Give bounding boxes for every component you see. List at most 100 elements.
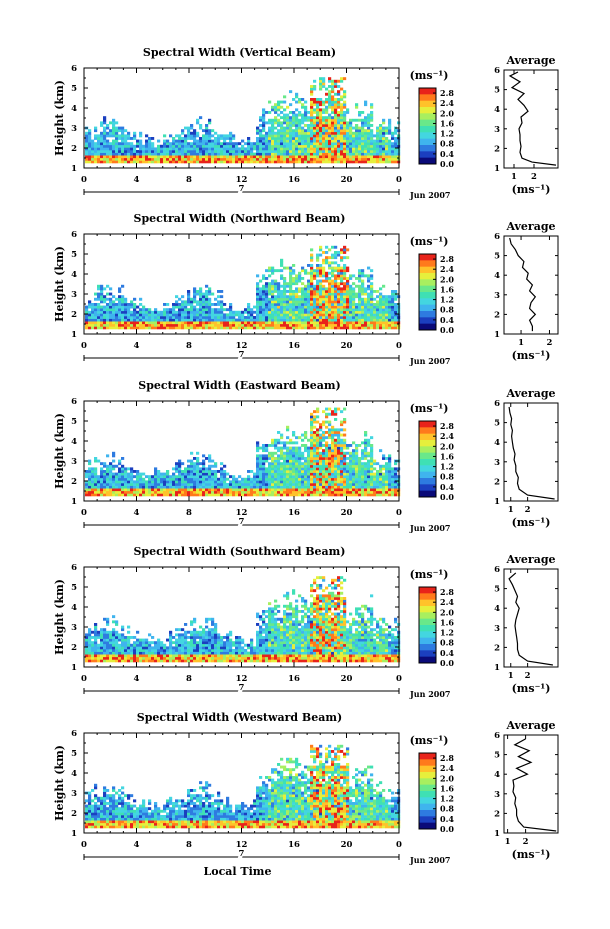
- heatmap-cell: [298, 470, 302, 473]
- heatmap-cell: [193, 457, 197, 460]
- heatmap-cell: [349, 129, 353, 133]
- heatmap-cell: [217, 480, 221, 484]
- heatmap-cell: [364, 457, 368, 460]
- heatmap-cell: [181, 303, 185, 306]
- heatmap-cell: [343, 139, 347, 143]
- heatmap-cell: [268, 457, 272, 460]
- heatmap-cell: [334, 449, 338, 453]
- heatmap-cell: [208, 488, 212, 492]
- heatmap-cell: [118, 490, 122, 494]
- heatmap-cell: [343, 111, 347, 114]
- heatmap-cell: [145, 310, 149, 314]
- average-y-tick-label: 5: [494, 252, 500, 262]
- heatmap-cell: [310, 134, 314, 138]
- heatmap-cell: [151, 147, 155, 151]
- heatmap-cell: [346, 108, 350, 112]
- colorbar-unit: (ms⁻¹): [410, 69, 449, 82]
- heatmap-cell: [325, 310, 329, 314]
- heatmap-cell: [331, 475, 335, 479]
- heatmap-cell: [289, 144, 293, 148]
- heatmap-cell: [262, 477, 266, 481]
- heatmap-cell: [217, 321, 221, 325]
- heatmap-cell: [370, 147, 374, 151]
- y-tick-label: 2: [71, 144, 77, 154]
- heatmap-cell: [355, 157, 359, 161]
- heatmap-cell: [130, 144, 134, 148]
- heatmap-cell: [340, 251, 344, 254]
- heatmap-cell: [241, 326, 245, 330]
- average-y-tick-label: 6: [494, 232, 500, 242]
- heatmap-cell: [307, 139, 311, 143]
- heatmap-cell: [292, 150, 296, 153]
- heatmap-cell: [127, 321, 131, 325]
- heatmap-cell: [319, 318, 323, 322]
- heatmap-cell: [322, 449, 326, 453]
- heatmap-cell: [166, 313, 170, 317]
- heatmap-cell: [340, 266, 344, 270]
- heatmap-cell: [322, 313, 326, 317]
- heatmap-cell: [226, 321, 230, 325]
- heatmap-cell: [367, 160, 371, 164]
- heatmap-cell: [316, 266, 320, 270]
- heatmap-cell: [334, 316, 338, 319]
- heatmap-cell: [370, 488, 374, 492]
- heatmap-cell: [202, 157, 206, 161]
- heatmap-cell: [298, 326, 302, 330]
- heatmap-cell: [277, 488, 281, 492]
- heatmap-cell: [121, 303, 125, 306]
- heatmap-cell: [157, 493, 161, 497]
- heatmap-cell: [367, 124, 371, 127]
- heatmap-cell: [211, 150, 215, 153]
- heatmap-cell: [205, 157, 209, 161]
- heatmap-cell: [229, 316, 233, 319]
- heatmap-cell: [100, 155, 104, 159]
- heatmap-cell: [319, 292, 323, 296]
- heatmap-cell: [340, 79, 344, 83]
- heatmap-cell: [232, 321, 236, 325]
- heatmap-cell: [367, 113, 371, 117]
- heatmap-cell: [97, 287, 101, 291]
- heatmap-cell: [343, 264, 347, 267]
- heatmap-cell: [142, 472, 146, 476]
- heatmap-cell: [343, 310, 347, 314]
- heatmap-cell: [346, 472, 350, 476]
- heatmap-cell: [157, 147, 161, 151]
- heatmap-cell: [94, 457, 98, 460]
- heatmap-cell: [325, 297, 329, 301]
- heatmap-cell: [280, 464, 284, 468]
- heatmap-cell: [307, 300, 311, 304]
- heatmap-cell: [208, 464, 212, 468]
- heatmap-cell: [298, 318, 302, 322]
- heatmap-cell: [352, 475, 356, 479]
- heatmap-cell: [199, 480, 203, 484]
- heatmap-cell: [364, 441, 368, 445]
- heatmap-cell: [190, 316, 194, 319]
- heatmap-cell: [367, 323, 371, 327]
- heatmap-cell: [325, 92, 329, 96]
- heatmap-cell: [310, 85, 314, 88]
- heatmap-cell: [292, 295, 296, 299]
- heatmap-cell: [301, 295, 305, 299]
- heatmap-cell: [223, 160, 227, 164]
- heatmap-cell: [136, 475, 140, 479]
- heatmap-cell: [346, 300, 350, 304]
- heatmap-cell: [103, 134, 107, 138]
- heatmap-cell: [265, 477, 269, 481]
- heatmap-cell: [184, 126, 188, 130]
- heatmap-cell: [124, 137, 128, 140]
- heatmap-cell: [241, 493, 245, 497]
- heatmap-cell: [97, 316, 101, 319]
- heatmap-cell: [214, 475, 218, 479]
- heatmap-cell: [187, 129, 191, 133]
- heatmap-cell: [262, 470, 266, 473]
- heatmap-cell: [322, 477, 326, 481]
- heatmap-cell: [184, 326, 188, 330]
- heatmap-cell: [355, 131, 359, 135]
- heatmap-cell: [127, 144, 131, 148]
- heatmap-cell: [250, 142, 254, 146]
- heatmap-cell: [211, 152, 215, 156]
- heatmap-cell: [166, 326, 170, 330]
- heatmap-cell: [367, 472, 371, 476]
- heatmap-cell: [133, 485, 137, 489]
- heatmap-cell: [187, 313, 191, 317]
